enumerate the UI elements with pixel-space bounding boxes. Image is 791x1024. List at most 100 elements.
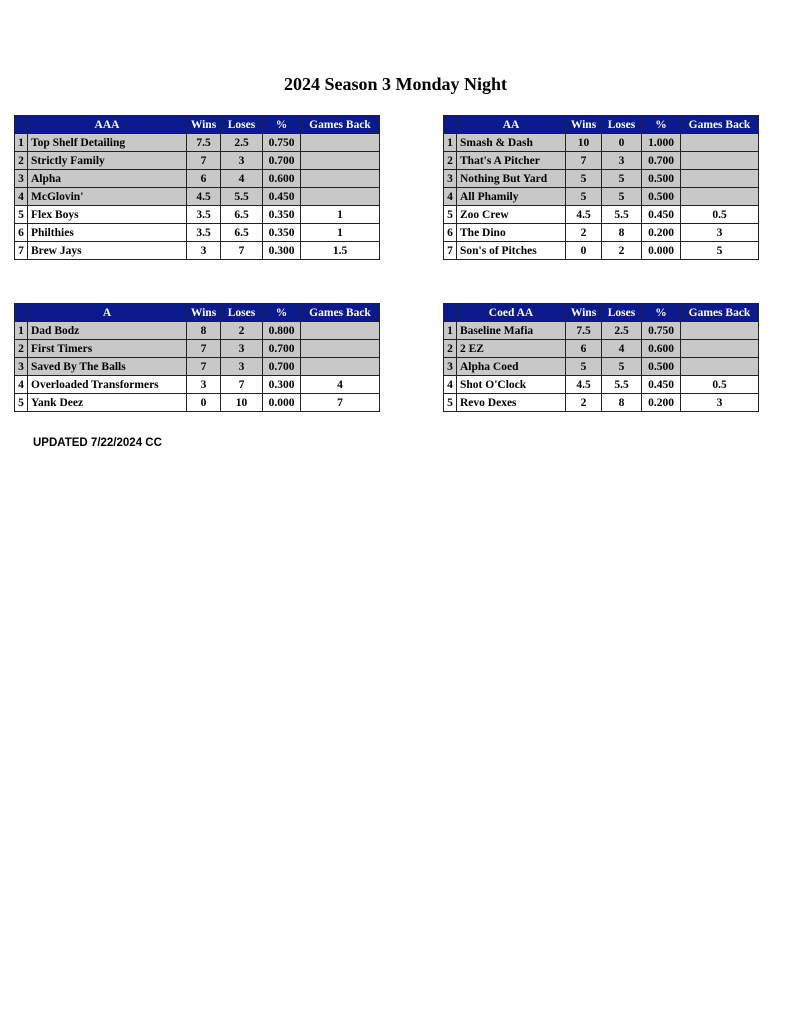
loses-cell: 3 [220, 357, 263, 376]
loses-cell: 5 [601, 187, 642, 206]
games-back-cell: 0.5 [680, 205, 759, 224]
team-cell: Top Shelf Detailing [27, 133, 187, 152]
pct-cell: 0.750 [262, 133, 301, 152]
games-back-cell [300, 151, 380, 170]
games-back-cell: 3 [680, 393, 759, 412]
loses-cell: 4 [220, 169, 263, 188]
pct-cell: 0.000 [262, 393, 301, 412]
table-row: 3 Alpha 6 4 0.600 [14, 169, 380, 188]
loses-header: Loses [601, 303, 642, 322]
games-back-cell: 1 [300, 205, 380, 224]
games-back-cell [680, 187, 759, 206]
games-back-cell [680, 321, 759, 340]
table-row: 3 Nothing But Yard 5 5 0.500 [443, 169, 759, 188]
rank-cell: 1 [14, 133, 28, 152]
rank-cell: 4 [14, 187, 28, 206]
wins-header: Wins [186, 115, 221, 134]
updated-note: UPDATED 7/22/2024 CC [33, 437, 162, 449]
pct-cell: 0.600 [262, 169, 301, 188]
pct-cell: 0.750 [641, 321, 681, 340]
pct-cell: 0.000 [641, 241, 681, 260]
loses-cell: 0 [601, 133, 642, 152]
games-back-cell: 1 [300, 223, 380, 242]
team-cell: Yank Deez [27, 393, 187, 412]
gb-header: Games Back [300, 303, 380, 322]
wins-cell: 4.5 [186, 187, 221, 206]
pct-header: % [641, 303, 681, 322]
loses-cell: 2 [601, 241, 642, 260]
wins-cell: 6 [565, 339, 602, 358]
table-row: 1 Smash & Dash 10 0 1.000 [443, 133, 759, 152]
loses-cell: 5 [601, 169, 642, 188]
games-back-cell [680, 357, 759, 376]
team-cell: Brew Jays [27, 241, 187, 260]
pct-cell: 0.350 [262, 205, 301, 224]
page-title: 2024 Season 3 Monday Night [283, 74, 508, 94]
table-row: 6 Philthies 3.5 6.5 0.350 1 [14, 223, 380, 242]
wins-cell: 7 [186, 357, 221, 376]
loses-cell: 6.5 [220, 205, 263, 224]
table-row: 2 First Timers 7 3 0.700 [14, 339, 380, 358]
table-row: 1 Baseline Mafia 7.5 2.5 0.750 [443, 321, 759, 340]
loses-cell: 5.5 [601, 205, 642, 224]
rank-cell: 5 [443, 393, 457, 412]
team-cell: Revo Dexes [456, 393, 566, 412]
rank-header [14, 115, 28, 134]
wins-cell: 4.5 [565, 375, 602, 394]
team-cell: First Timers [27, 339, 187, 358]
team-cell: The Dino [456, 223, 566, 242]
wins-cell: 5 [565, 357, 602, 376]
pct-header: % [641, 115, 681, 134]
rank-cell: 5 [14, 393, 28, 412]
loses-cell: 7 [220, 375, 263, 394]
games-back-cell [300, 133, 380, 152]
wins-cell: 3 [186, 375, 221, 394]
pct-cell: 0.450 [262, 187, 301, 206]
loses-cell: 5.5 [601, 375, 642, 394]
rank-cell: 2 [14, 339, 28, 358]
rank-cell: 1 [443, 321, 457, 340]
rank-cell: 2 [14, 151, 28, 170]
team-cell: Nothing But Yard [456, 169, 566, 188]
team-cell: Zoo Crew [456, 205, 566, 224]
pct-cell: 0.700 [641, 151, 681, 170]
rank-cell: 4 [14, 375, 28, 394]
wins-cell: 2 [565, 223, 602, 242]
team-cell: Dad Bodz [27, 321, 187, 340]
table-row: 4 All Phamily 5 5 0.500 [443, 187, 759, 206]
pct-header: % [262, 115, 301, 134]
rank-cell: 3 [14, 357, 28, 376]
loses-cell: 2 [220, 321, 263, 340]
team-cell: Overloaded Transformers [27, 375, 187, 394]
team-cell: 2 EZ [456, 339, 566, 358]
table-row: 7 Brew Jays 3 7 0.300 1.5 [14, 241, 380, 260]
table-row: 4 McGlovin' 4.5 5.5 0.450 [14, 187, 380, 206]
rank-cell: 7 [14, 241, 28, 260]
header-row: AAA Wins Loses% Games Back [14, 115, 380, 134]
wins-cell: 5 [565, 187, 602, 206]
rank-cell: 6 [14, 223, 28, 242]
division-name: AAA [27, 115, 187, 134]
loses-cell: 8 [601, 223, 642, 242]
games-back-cell [680, 339, 759, 358]
wins-cell: 7 [186, 339, 221, 358]
wins-cell: 10 [565, 133, 602, 152]
wins-cell: 7.5 [565, 321, 602, 340]
games-back-cell: 7 [300, 393, 380, 412]
loses-cell: 7 [220, 241, 263, 260]
games-back-cell [300, 357, 380, 376]
rank-cell: 7 [443, 241, 457, 260]
table-row: 1 Dad Bodz 8 2 0.800 [14, 321, 380, 340]
team-cell: All Phamily [456, 187, 566, 206]
division-name: Coed AA [456, 303, 566, 322]
rank-cell: 6 [443, 223, 457, 242]
rank-cell: 3 [443, 357, 457, 376]
table-row: 2 That's A Pitcher 7 3 0.700 [443, 151, 759, 170]
pct-cell: 0.300 [262, 241, 301, 260]
header-row: AA Wins Loses% Games Back [443, 115, 759, 134]
wins-cell: 0 [565, 241, 602, 260]
games-back-cell [300, 339, 380, 358]
rank-cell: 1 [14, 321, 28, 340]
wins-cell: 2 [565, 393, 602, 412]
